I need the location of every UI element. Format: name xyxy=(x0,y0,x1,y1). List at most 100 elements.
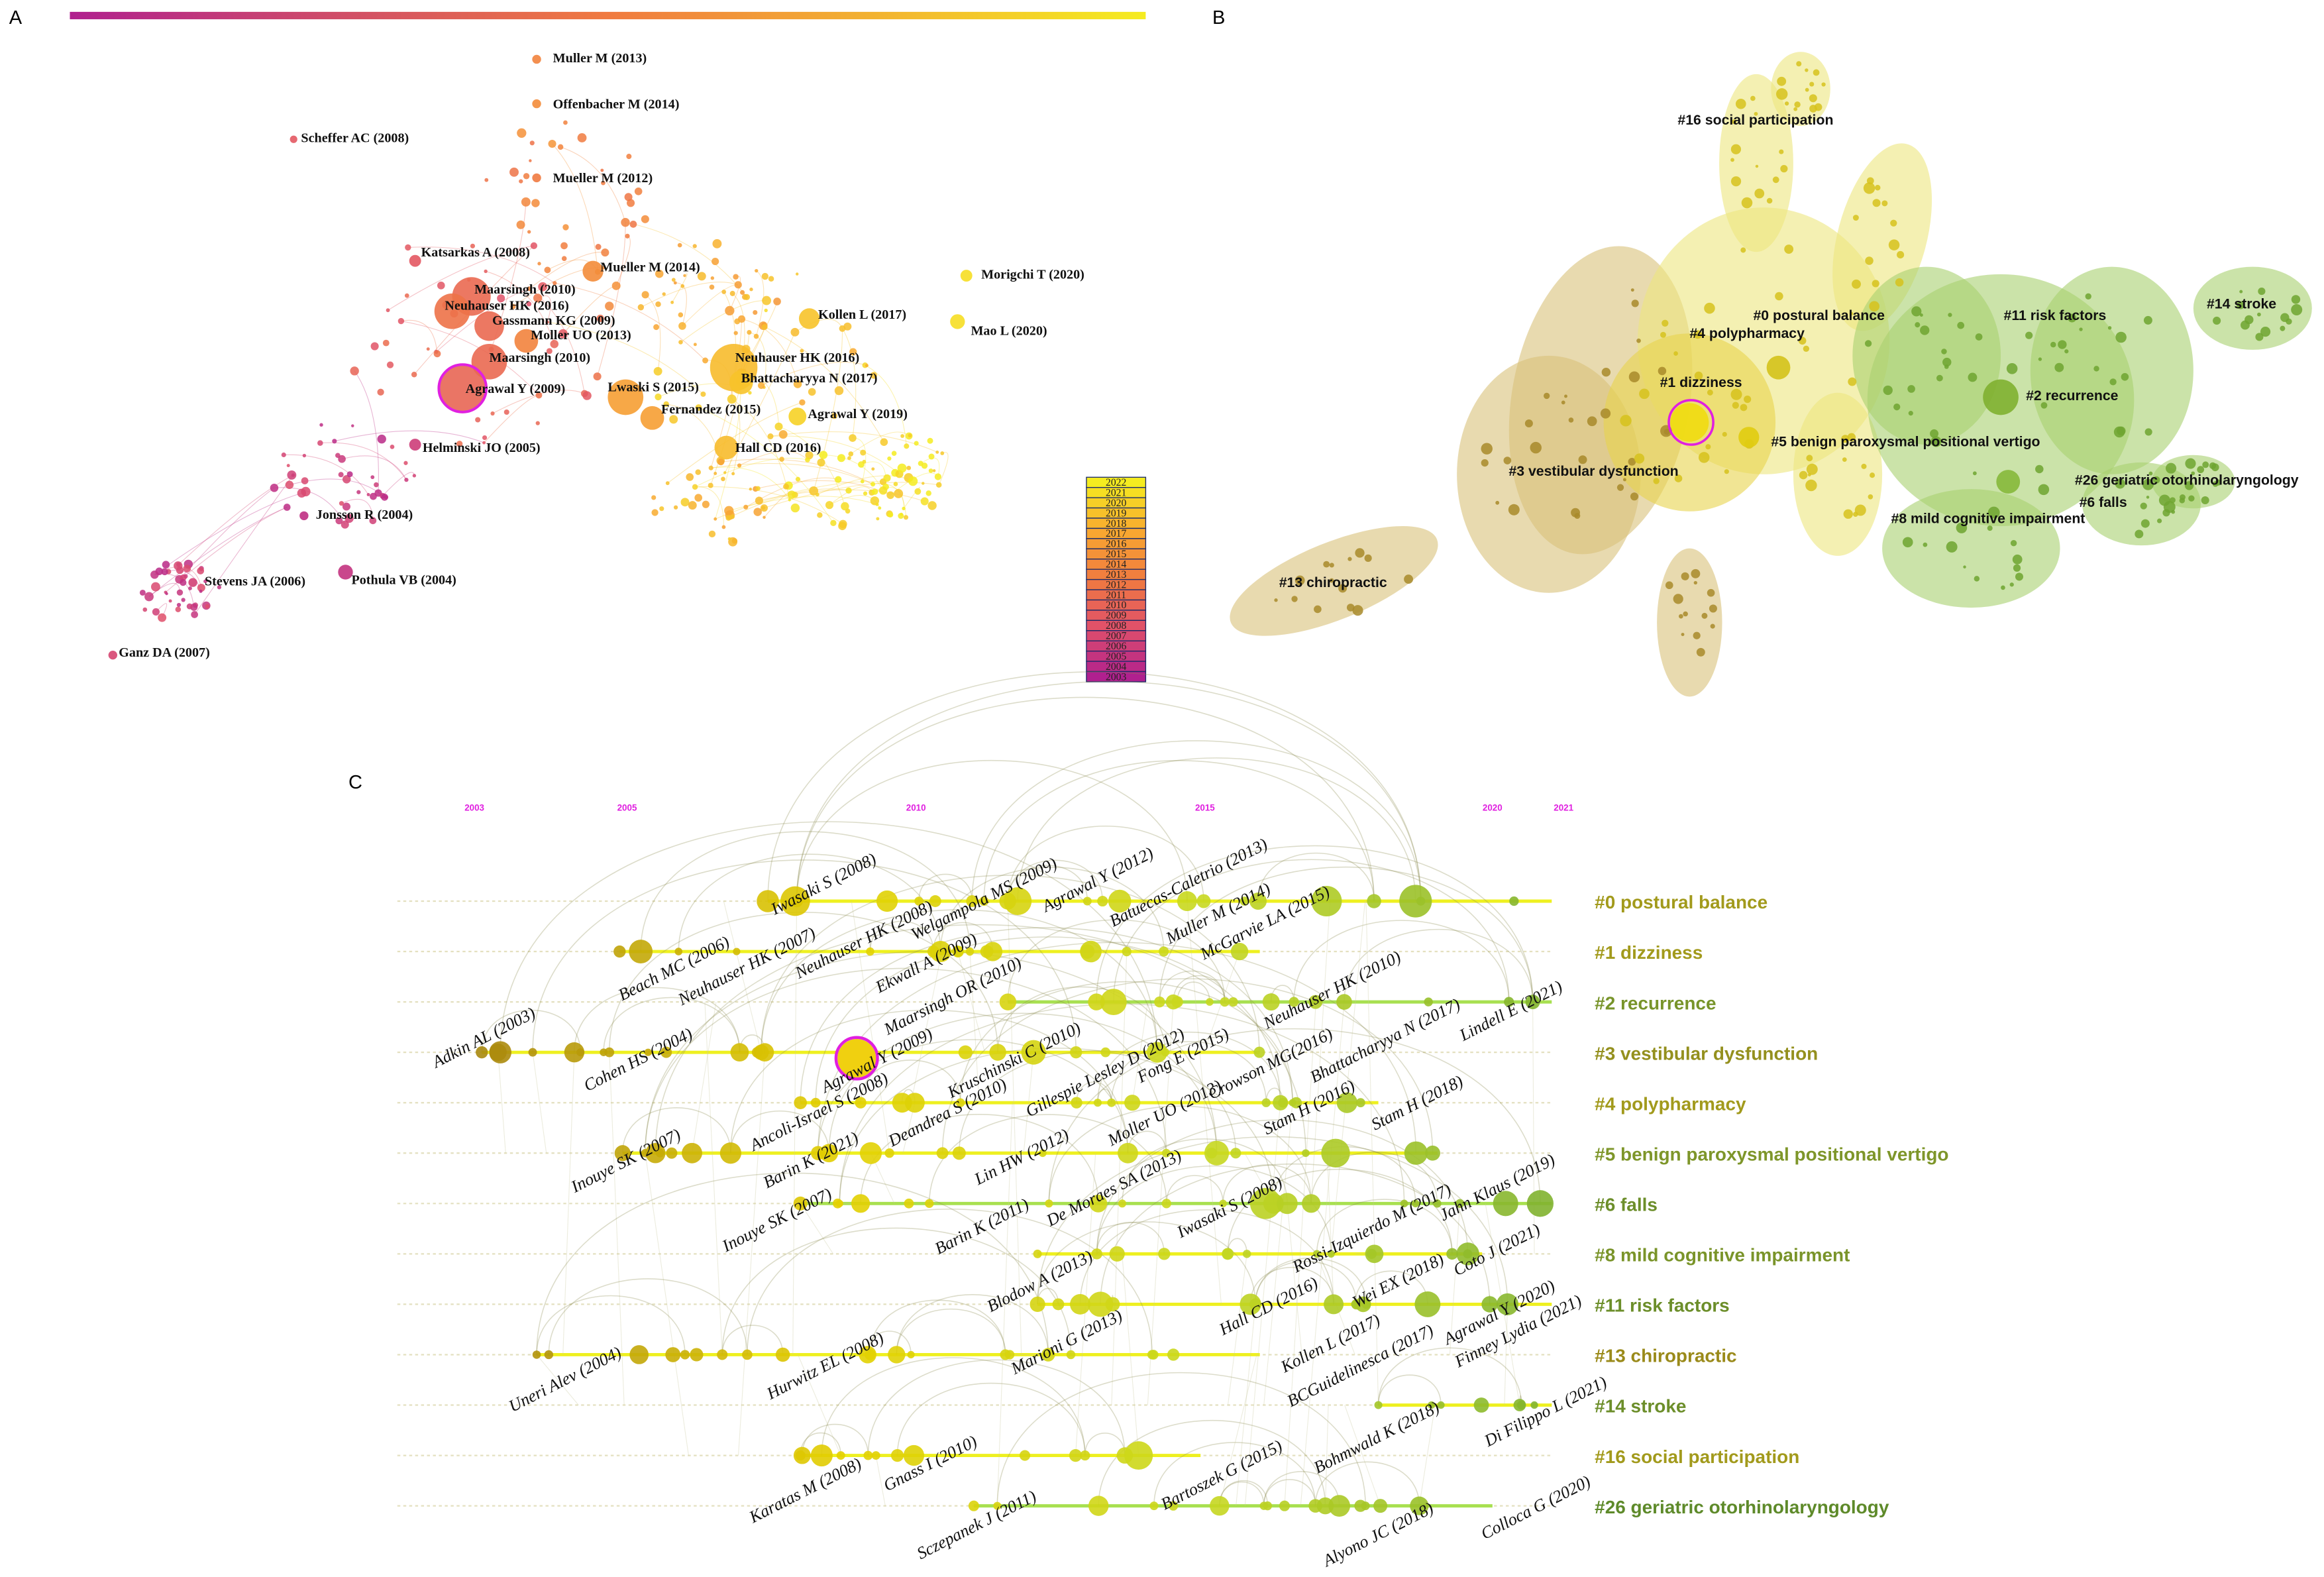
citation-link xyxy=(1324,1405,1329,1506)
node-label: Scheffer AC (2008) xyxy=(301,131,409,146)
panel-letter-c: C xyxy=(348,772,362,793)
timeline-node xyxy=(1004,887,1032,916)
timeline-node xyxy=(1161,1199,1171,1209)
timeline-node xyxy=(1041,1348,1055,1362)
timeline-cluster-label: #6 falls xyxy=(1595,1195,1658,1215)
cluster-node xyxy=(1693,330,1703,339)
timeline-cluster-label: #1 dizziness xyxy=(1595,942,1703,963)
network-node xyxy=(341,520,349,529)
legend-year: 2007 xyxy=(1106,631,1126,642)
timeline-node xyxy=(999,993,1017,1010)
citation-link xyxy=(148,507,288,597)
citation-arc xyxy=(1153,1442,1316,1506)
timeline-node xyxy=(983,942,1003,961)
network-node xyxy=(860,479,865,484)
cluster-node xyxy=(1636,338,1641,343)
network-node xyxy=(871,488,878,495)
timeline-node xyxy=(1083,897,1092,906)
timeline-node xyxy=(544,1350,554,1360)
cluster-node xyxy=(2140,519,2150,528)
citation-arc xyxy=(860,1060,961,1103)
citation-arc xyxy=(1310,1151,1438,1204)
network-node xyxy=(749,487,753,491)
timeline-node xyxy=(1158,1248,1171,1260)
network-node xyxy=(767,433,774,439)
cluster-node xyxy=(1805,87,1809,92)
network-node xyxy=(932,469,936,472)
network-node xyxy=(708,465,713,470)
network-node xyxy=(845,487,852,494)
network-node xyxy=(369,517,377,525)
citation-arc xyxy=(1098,1420,1326,1506)
network-node xyxy=(404,293,409,298)
citation-arc xyxy=(939,867,1165,952)
timeline-node xyxy=(1249,1298,1261,1311)
network-node xyxy=(381,494,388,501)
network-node xyxy=(725,305,735,316)
cluster-node xyxy=(1338,584,1347,593)
timeline-node xyxy=(1088,1291,1114,1317)
cluster-node xyxy=(2185,458,2196,469)
timeline-node xyxy=(1249,893,1267,910)
legend-year: 2022 xyxy=(1106,477,1126,488)
timeline-node xyxy=(1261,1098,1271,1107)
citation-link xyxy=(1147,1002,1174,1405)
node-label: Agrawal Y (2019) xyxy=(808,407,908,421)
cluster-node xyxy=(1754,188,1765,199)
network-node xyxy=(887,456,892,461)
citation-arc xyxy=(622,1107,731,1154)
cluster-node xyxy=(2286,318,2292,325)
cluster-node xyxy=(1660,331,1666,338)
year-legend: 2022202120202019201820172016201520142013… xyxy=(1086,476,1147,682)
network-node xyxy=(727,394,737,404)
timeline-node xyxy=(863,1450,873,1460)
timeline-node xyxy=(1093,1099,1102,1107)
network-node xyxy=(663,401,669,408)
timeline-node xyxy=(1091,1248,1102,1260)
citation-arc xyxy=(896,1309,1006,1355)
cluster-node xyxy=(1888,239,1900,250)
network-node xyxy=(665,481,670,486)
citation-arc xyxy=(1227,1169,1453,1254)
network-node xyxy=(356,490,361,494)
network-node xyxy=(934,473,942,480)
timeline-node xyxy=(836,1451,845,1460)
timeline-node xyxy=(1228,997,1238,1007)
citation-link xyxy=(957,951,986,1053)
citation-link xyxy=(334,430,484,443)
timeline-year-tick: 2015 xyxy=(1195,803,1215,813)
timeline-node xyxy=(1045,1199,1053,1208)
cluster-node xyxy=(1799,470,1808,480)
network-node xyxy=(470,243,476,248)
network-node xyxy=(870,372,878,379)
timeline-node xyxy=(614,1145,631,1162)
network-node xyxy=(390,445,395,449)
cluster-node xyxy=(1821,82,1826,87)
cluster-node xyxy=(1881,200,1888,207)
network-node xyxy=(386,308,390,313)
network-node xyxy=(161,568,168,576)
network-node xyxy=(838,521,847,531)
timeline-node xyxy=(1196,894,1211,908)
cluster-node xyxy=(1784,245,1794,254)
cluster-node xyxy=(2197,466,2205,474)
timeline-node xyxy=(1204,1140,1230,1166)
timeline-node xyxy=(1161,1148,1171,1158)
network-node xyxy=(808,388,816,396)
timeline-cluster-label: #11 risk factors xyxy=(1595,1295,1730,1316)
network-node xyxy=(526,301,532,307)
timeline-node xyxy=(1493,1191,1518,1217)
cluster-node xyxy=(1957,321,1965,329)
network-node xyxy=(700,391,706,397)
network-node xyxy=(409,254,421,267)
network-node xyxy=(708,530,716,537)
timeline-node xyxy=(1109,1246,1125,1262)
cluster-node xyxy=(2255,333,2264,341)
network-node xyxy=(287,470,297,480)
network-node xyxy=(629,221,637,228)
timeline-node xyxy=(1308,995,1323,1009)
panel-b-cluster-map: B #16 social participation #0 postural ba… xyxy=(1212,7,2312,697)
highlight-ring xyxy=(1667,399,1715,446)
citation-arc xyxy=(839,1048,1275,1204)
citation-arc xyxy=(1007,826,1204,902)
